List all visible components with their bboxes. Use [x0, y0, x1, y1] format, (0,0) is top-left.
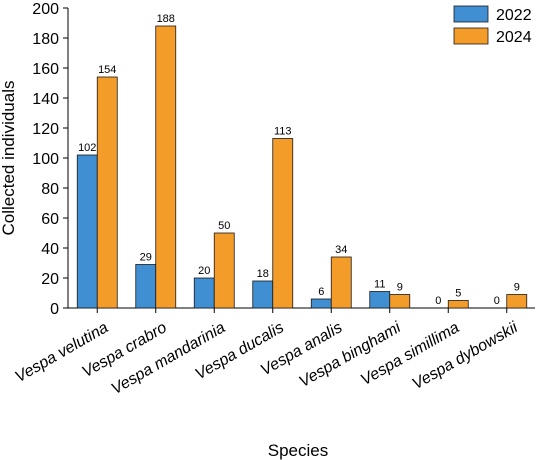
data-label: 5: [455, 288, 461, 300]
bar-2024-6: [447, 300, 469, 309]
legend: 2022 2024: [453, 5, 532, 46]
data-label: 9: [514, 282, 520, 294]
bar-2024-1: [155, 25, 177, 309]
data-label: 11: [374, 279, 385, 291]
x-tick-label: Vespa dybowskii: [410, 319, 522, 393]
data-label: 29: [140, 252, 152, 264]
bar-2022-4: [310, 298, 332, 309]
bar-2022-3: [252, 280, 274, 309]
legend-swatch: [453, 27, 489, 45]
data-label: 0: [494, 295, 500, 307]
y-tick-label: 140: [32, 91, 59, 108]
y-tick-label: 200: [32, 1, 59, 18]
data-label: 154: [98, 64, 116, 76]
data-label: 6: [318, 286, 324, 298]
y-tick-label: 120: [32, 121, 59, 138]
data-label: 188: [157, 13, 175, 25]
data-label: 9: [397, 282, 403, 294]
bar-2024-5: [389, 294, 411, 309]
y-tick-label: 180: [32, 31, 59, 48]
y-axis-title: Collected individuals: [0, 81, 18, 236]
legend-swatch: [453, 5, 489, 23]
bar-2022-2: [193, 277, 215, 309]
x-tick-label: Vespa binghami: [296, 319, 404, 391]
bar-2024-7: [506, 294, 528, 309]
bar-2022-0: [76, 154, 98, 309]
y-tick-label: 20: [41, 271, 59, 288]
y-tick-label: 100: [32, 151, 59, 168]
x-axis-title: Species: [268, 441, 328, 460]
data-label: 34: [335, 244, 347, 256]
y-tick-label: 160: [32, 61, 59, 78]
bar-2024-0: [96, 76, 118, 309]
bar-2024-4: [330, 256, 352, 309]
y-tick-label: 80: [41, 181, 59, 198]
legend-label: 2024: [496, 29, 532, 46]
data-label: 18: [257, 268, 269, 280]
y-tick-label: 40: [41, 241, 59, 258]
data-label: 50: [218, 220, 230, 232]
bars-layer: [76, 25, 528, 309]
data-label: 113: [274, 126, 292, 138]
data-label: 20: [198, 265, 210, 277]
bar-2022-1: [135, 264, 157, 309]
bar-2024-2: [213, 232, 235, 309]
y-tick-label: 0: [50, 301, 59, 318]
bar-2022-5: [369, 291, 391, 309]
data-label: 0: [435, 295, 441, 307]
y-tick-label: 60: [41, 211, 59, 228]
data-label: 102: [78, 142, 96, 154]
bar-2024-3: [272, 138, 294, 309]
legend-label: 2022: [496, 7, 532, 24]
